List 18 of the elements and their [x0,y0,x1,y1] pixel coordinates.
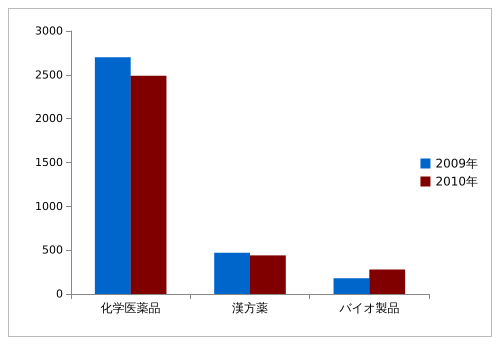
bar [214,252,250,294]
bar [130,76,166,294]
x-tick-label: 漢方薬 [232,301,268,315]
y-tick-label: 0 [56,288,63,300]
bar [369,269,406,294]
y-tick-label: 2500 [35,68,63,82]
legend-label: 2009年 [435,156,478,170]
x-tick-label: バイオ製品 [338,301,400,315]
bar [250,255,286,294]
y-tick-label: 3000 [35,24,63,38]
y-tick-label: 1500 [35,156,63,169]
x-tick-label: 化学医薬品 [100,301,161,315]
bar [334,278,370,294]
y-tick-label: 2000 [35,112,63,126]
legend-label: 2010年 [435,174,478,188]
bar [94,57,131,294]
y-tick-label: 500 [42,244,63,257]
y-tick-label: 1000 [35,200,63,213]
